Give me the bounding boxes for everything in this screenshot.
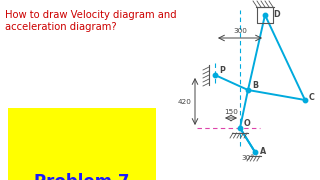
Text: 150: 150 [224,109,238,115]
Text: P: P [219,66,225,75]
Text: 30°: 30° [241,155,254,161]
Bar [257,7,273,23]
Text: D: D [273,10,280,19]
Text: B: B [252,81,258,90]
Text: A: A [260,147,266,156]
Text: acceleration diagram?: acceleration diagram? [5,22,116,32]
Text: 420: 420 [178,98,192,105]
Text: Problem 7: Problem 7 [34,173,130,180]
Text: C: C [309,93,315,102]
Text: 300: 300 [233,28,247,34]
Text: How to draw Velocity diagram and: How to draw Velocity diagram and [5,10,177,20]
Bar [8,108,156,180]
Text: O: O [244,119,251,128]
